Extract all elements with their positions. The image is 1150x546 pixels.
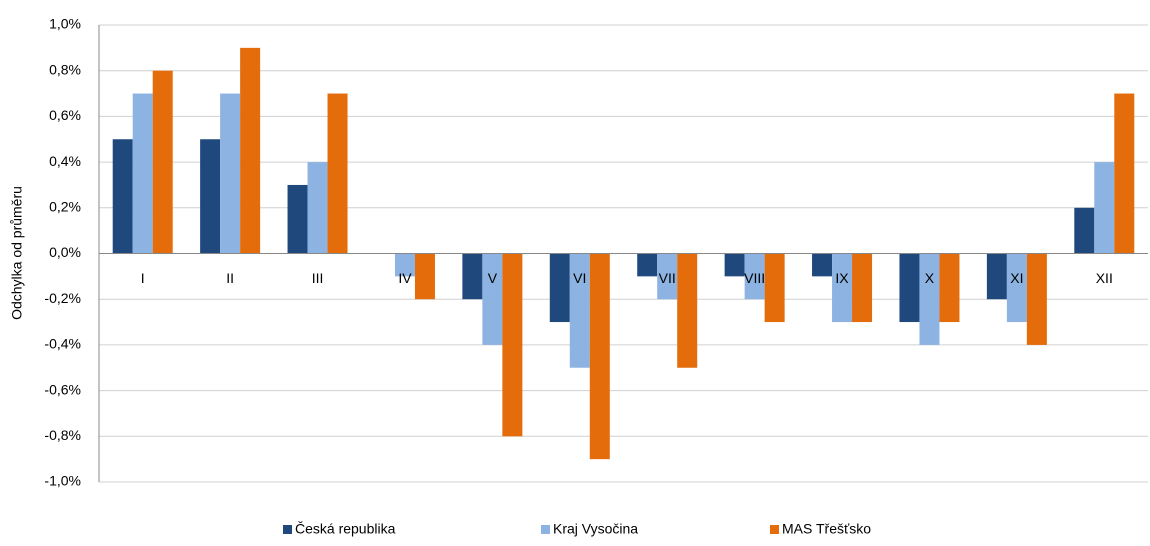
y-tick-label: -1,0% <box>44 473 81 489</box>
bar <box>1094 162 1115 254</box>
bar <box>812 253 833 277</box>
y-tick-label: -0,2% <box>44 290 81 306</box>
x-tick-label: VI <box>573 270 586 286</box>
x-tick-label: III <box>312 270 324 286</box>
x-tick-label: IX <box>835 270 849 286</box>
bar <box>132 93 153 254</box>
x-tick-label: V <box>488 270 498 286</box>
bar <box>1074 207 1095 254</box>
bar <box>414 253 435 300</box>
y-axis-label: Odchylka od průměru <box>9 186 25 320</box>
legend-label: Česká republika <box>295 521 396 537</box>
bar <box>852 253 873 323</box>
x-tick-label: XI <box>1010 270 1023 286</box>
x-tick-label: IV <box>398 270 412 286</box>
bar <box>986 253 1007 300</box>
bar <box>744 253 765 300</box>
bar <box>462 253 483 300</box>
bar <box>589 253 610 460</box>
y-tick-label: 0,2% <box>49 199 81 215</box>
bar <box>657 253 678 300</box>
legend-label: Kraj Vysočina <box>553 521 638 537</box>
x-tick-label: VII <box>659 270 676 286</box>
bar <box>724 253 745 277</box>
x-tick-label: I <box>141 270 145 286</box>
y-tick-label: -0,8% <box>44 427 81 443</box>
bar <box>327 93 348 254</box>
bar <box>1114 93 1135 254</box>
y-tick-label: 0,6% <box>49 107 81 123</box>
y-tick-label: 0,0% <box>49 244 81 260</box>
bar <box>502 253 523 437</box>
legend-label: MAS Třešťsko <box>782 521 871 537</box>
y-tick-label: 1,0% <box>49 16 81 32</box>
legend-swatch <box>770 525 779 534</box>
y-tick-label: 0,4% <box>49 153 81 169</box>
bar <box>569 253 590 368</box>
bar <box>764 253 785 323</box>
bar <box>220 93 241 254</box>
x-tick-label: VIII <box>744 270 765 286</box>
y-tick-label: -0,4% <box>44 336 81 352</box>
x-tick-label: X <box>925 270 935 286</box>
bar <box>1006 253 1027 323</box>
legend-swatch <box>541 525 550 534</box>
bar <box>637 253 658 277</box>
bar <box>200 139 221 254</box>
bar <box>482 253 503 345</box>
bar <box>919 253 940 345</box>
bar <box>287 184 308 254</box>
bar <box>240 47 261 254</box>
x-tick-label: II <box>226 270 234 286</box>
bar <box>899 253 920 323</box>
bar <box>1026 253 1047 345</box>
bar <box>307 162 328 254</box>
bar <box>549 253 570 323</box>
x-tick-label: XII <box>1096 270 1113 286</box>
bar <box>832 253 853 323</box>
bar <box>112 139 133 254</box>
bar <box>394 253 415 277</box>
y-tick-label: 0,8% <box>49 61 81 77</box>
y-tick-label: -0,6% <box>44 381 81 397</box>
bar <box>152 70 173 254</box>
bar <box>939 253 960 323</box>
bar <box>677 253 698 368</box>
legend-swatch <box>283 525 292 534</box>
